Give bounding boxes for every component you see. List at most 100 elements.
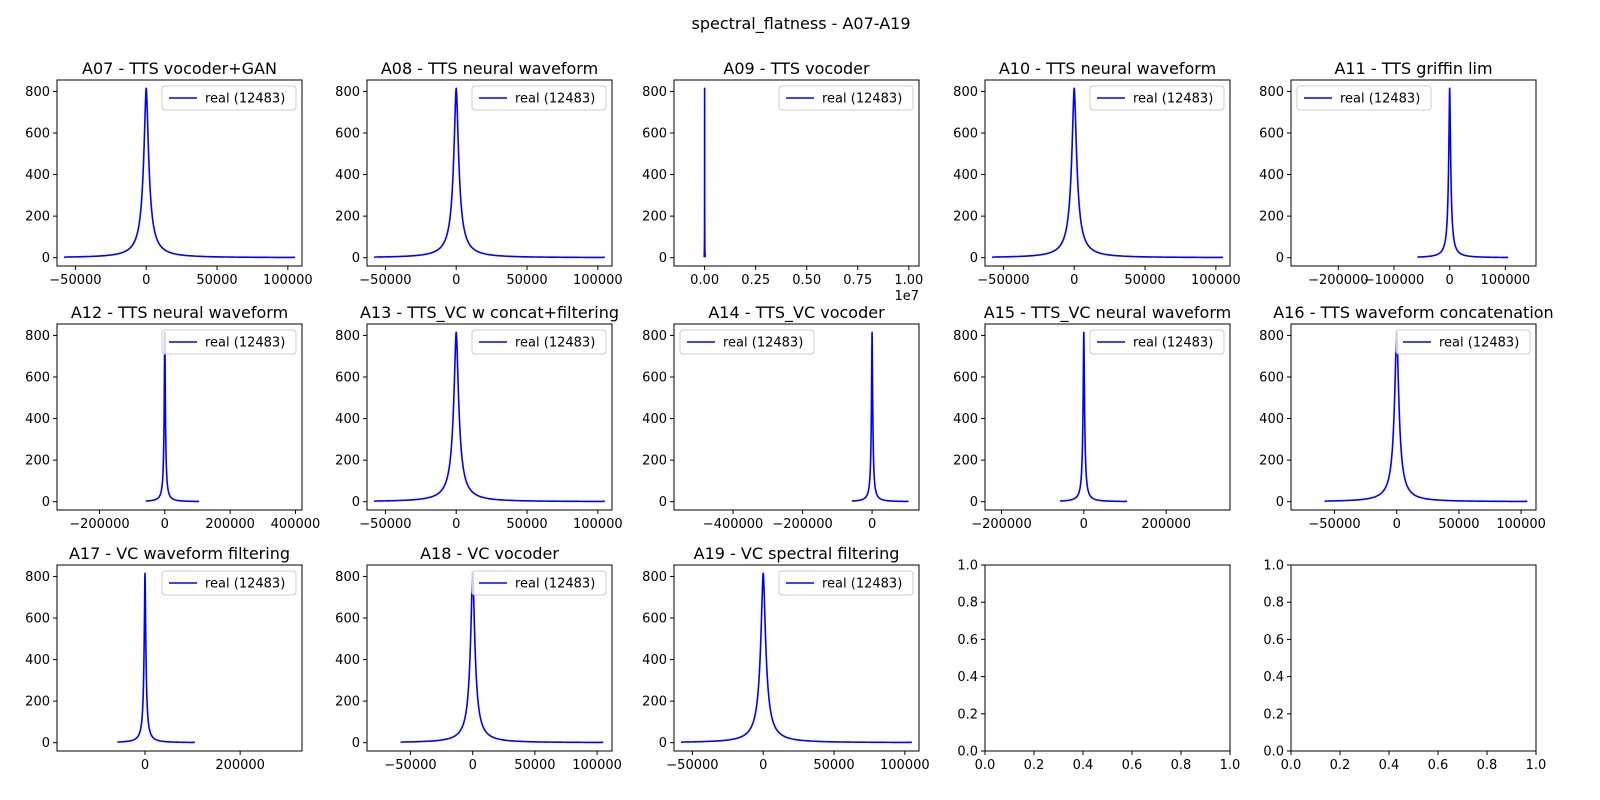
subplot-title: A11 - TTS griffin lim	[1334, 59, 1492, 78]
legend-label: real (12483)	[205, 577, 285, 592]
subplot-title: A09 - TTS vocoder	[723, 59, 870, 78]
subplot-title: A08 - TTS neural waveform	[381, 59, 598, 78]
y-tick-label: 1.0	[1263, 559, 1284, 574]
y-tick-label: 800	[953, 85, 978, 100]
series-line	[703, 87, 707, 258]
y-tick-label: 0.4	[1263, 670, 1284, 685]
series-line	[851, 331, 909, 503]
x-tick-label: 0.2	[1330, 758, 1351, 773]
x-tick-label: −50000	[384, 758, 436, 773]
y-tick-label: 0.6	[1263, 633, 1284, 648]
x-tick-label: 0	[469, 758, 477, 773]
plot-background	[57, 565, 302, 751]
x-tick-label: 1.00	[894, 273, 923, 288]
y-tick-label: 400	[953, 168, 978, 183]
x-tick-label: 0.75	[843, 273, 872, 288]
legend: real (12483)	[471, 570, 607, 596]
plot-background	[1291, 324, 1536, 510]
legend-label: real (12483)	[1439, 336, 1519, 351]
y-tick-label: 800	[335, 329, 360, 344]
legend-label: real (12483)	[1133, 92, 1213, 107]
legend-box	[471, 85, 607, 111]
y-tick-label: 200	[1259, 210, 1284, 225]
y-tick-label: 400	[335, 412, 360, 427]
x-tick-label: 0.4	[1379, 758, 1400, 773]
y-tick-label: 0.0	[957, 745, 978, 760]
legend-label: real (12483)	[822, 92, 902, 107]
series-line	[992, 87, 1223, 259]
y-tick-label: 0	[1276, 495, 1284, 510]
axes-frame	[1290, 564, 1537, 752]
legend-box	[471, 570, 607, 596]
x-offset-label: 1e7	[894, 289, 919, 304]
legend: real (12483)	[778, 85, 914, 111]
x-tick-label: 100000	[1191, 273, 1241, 288]
plot-background	[1291, 565, 1536, 751]
y-tick-label: 0.2	[1263, 707, 1284, 722]
y-tick-label: 600	[25, 611, 50, 626]
subplot-title: A16 - TTS waveform concatenation	[1273, 303, 1553, 322]
x-tick-label: 200000	[215, 758, 265, 773]
subplot-1: A08 - TTS neural waveform 0 200 400 600 800 −5…	[335, 59, 622, 288]
series-line	[681, 572, 912, 744]
subplot-grid: A07 - TTS vocoder+GAN 0 200 400 600 800 −50000…	[25, 59, 1554, 773]
subplot-8: A15 - TTS_VC neural waveform 0 200 400 600 80…	[953, 303, 1231, 532]
axes-frame	[56, 79, 303, 267]
plot-background	[367, 324, 612, 510]
legend-label: real (12483)	[1340, 92, 1420, 107]
y-tick-label: 200	[953, 454, 978, 469]
x-tick-label: 200000	[205, 517, 255, 532]
legend-box	[1089, 85, 1225, 111]
x-tick-label: 0	[1080, 517, 1088, 532]
legend: real (12483)	[679, 329, 815, 355]
x-tick-label: −50000	[359, 517, 411, 532]
x-tick-label: 0	[759, 758, 767, 773]
legend-label: real (12483)	[205, 92, 285, 107]
legend-box	[161, 85, 297, 111]
y-tick-label: 400	[1259, 168, 1284, 183]
subplot-title: A13 - TTS_VC w concat+filtering	[360, 303, 619, 323]
legend-label: real (12483)	[515, 92, 595, 107]
y-tick-label: 0.0	[1263, 745, 1284, 760]
subplot-title: A19 - VC spectral filtering	[694, 544, 900, 563]
axes-frame	[56, 323, 303, 511]
x-tick-label: −50000	[359, 273, 411, 288]
subplot-11: A18 - VC vocoder 0 200 400 600 800 −50000 0 5000…	[335, 544, 622, 773]
legend: real (12483)	[471, 85, 607, 111]
y-tick-label: 0	[659, 736, 667, 751]
series-line	[374, 331, 605, 503]
x-tick-label: −200000	[1308, 273, 1369, 288]
subplot-12: A19 - VC spectral filtering 0 200 400 600 800…	[642, 544, 929, 773]
y-tick-label: 600	[642, 611, 667, 626]
y-tick-label: 200	[953, 210, 978, 225]
x-tick-label: 0.0	[1281, 758, 1302, 773]
y-tick-label: 200	[642, 454, 667, 469]
legend-box	[471, 329, 607, 355]
y-tick-label: 0.4	[957, 670, 978, 685]
legend-box	[679, 329, 815, 355]
y-tick-label: 400	[642, 412, 667, 427]
legend-box	[778, 85, 914, 111]
subplot-title: A10 - TTS neural waveform	[999, 59, 1216, 78]
y-tick-label: 600	[335, 126, 360, 141]
x-tick-label: 1.0	[1220, 758, 1241, 773]
legend: real (12483)	[1089, 329, 1225, 355]
y-tick-label: 0	[659, 251, 667, 266]
axes-frame	[984, 564, 1231, 752]
legend-box	[1395, 329, 1531, 355]
legend-label: real (12483)	[515, 336, 595, 351]
legend-label: real (12483)	[515, 577, 595, 592]
legend: real (12483)	[1296, 85, 1432, 111]
x-tick-label: 50000	[514, 758, 555, 773]
x-tick-label: 0.25	[741, 273, 770, 288]
axes-frame	[673, 323, 920, 511]
subplot-title: A14 - TTS_VC vocoder	[708, 303, 885, 323]
y-tick-label: 0.6	[957, 633, 978, 648]
y-tick-label: 0	[659, 495, 667, 510]
x-tick-label: 0	[141, 758, 149, 773]
y-tick-label: 800	[25, 85, 50, 100]
y-tick-label: 600	[335, 611, 360, 626]
x-tick-label: 100000	[880, 758, 930, 773]
y-tick-label: 800	[642, 570, 667, 585]
plot-background	[57, 324, 302, 510]
